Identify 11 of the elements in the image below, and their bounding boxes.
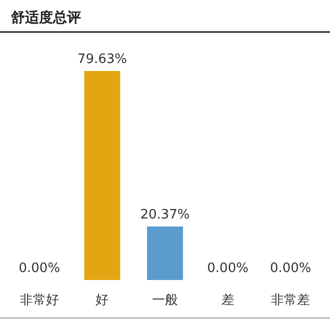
data-label: 0.00% — [270, 261, 312, 276]
data-label: 0.00% — [207, 261, 248, 276]
x-tick-label: 一般 — [152, 293, 178, 308]
data-label: 0.00% — [18, 261, 60, 276]
chart-title: 舒适度总评 — [10, 9, 81, 26]
x-tick-label: 非常好 — [20, 293, 59, 308]
data-label: 79.63% — [77, 52, 127, 67]
data-label: 20.37% — [140, 208, 190, 223]
x-tick-label: 差 — [221, 293, 234, 308]
x-tick-label: 好 — [96, 293, 109, 308]
x-tick-label: 非常差 — [271, 293, 310, 308]
